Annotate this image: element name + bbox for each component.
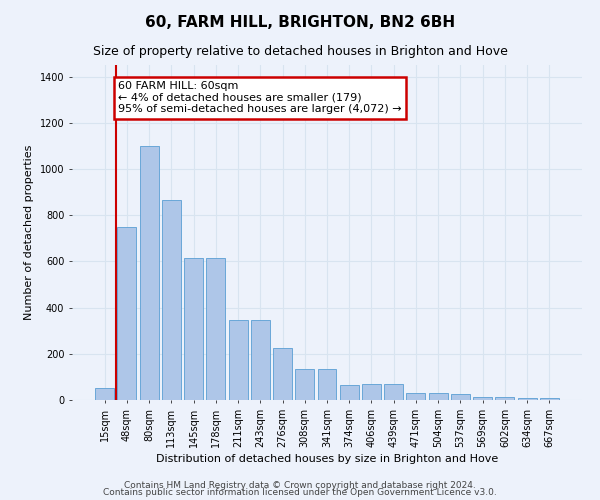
Bar xyxy=(384,384,403,400)
Bar xyxy=(518,398,536,400)
Bar xyxy=(140,146,158,400)
Bar xyxy=(295,369,314,400)
Bar xyxy=(496,396,514,400)
Bar xyxy=(406,393,425,400)
Bar xyxy=(429,393,448,400)
Text: 60, FARM HILL, BRIGHTON, BN2 6BH: 60, FARM HILL, BRIGHTON, BN2 6BH xyxy=(145,15,455,30)
Bar xyxy=(473,396,492,400)
Y-axis label: Number of detached properties: Number of detached properties xyxy=(24,145,34,320)
Text: 60 FARM HILL: 60sqm
← 4% of detached houses are smaller (179)
95% of semi-detach: 60 FARM HILL: 60sqm ← 4% of detached hou… xyxy=(118,81,401,114)
Bar xyxy=(184,258,203,400)
Bar xyxy=(95,388,114,400)
Text: Contains HM Land Registry data © Crown copyright and database right 2024.: Contains HM Land Registry data © Crown c… xyxy=(124,480,476,490)
Bar xyxy=(118,226,136,400)
Bar xyxy=(317,369,337,400)
Bar xyxy=(362,384,381,400)
X-axis label: Distribution of detached houses by size in Brighton and Hove: Distribution of detached houses by size … xyxy=(156,454,498,464)
Bar xyxy=(251,320,270,400)
Bar xyxy=(340,385,359,400)
Text: Contains public sector information licensed under the Open Government Licence v3: Contains public sector information licen… xyxy=(103,488,497,497)
Bar xyxy=(162,200,181,400)
Bar xyxy=(273,348,292,400)
Bar xyxy=(229,320,248,400)
Bar xyxy=(540,398,559,400)
Bar xyxy=(451,394,470,400)
Bar xyxy=(206,258,225,400)
Text: Size of property relative to detached houses in Brighton and Hove: Size of property relative to detached ho… xyxy=(92,45,508,58)
